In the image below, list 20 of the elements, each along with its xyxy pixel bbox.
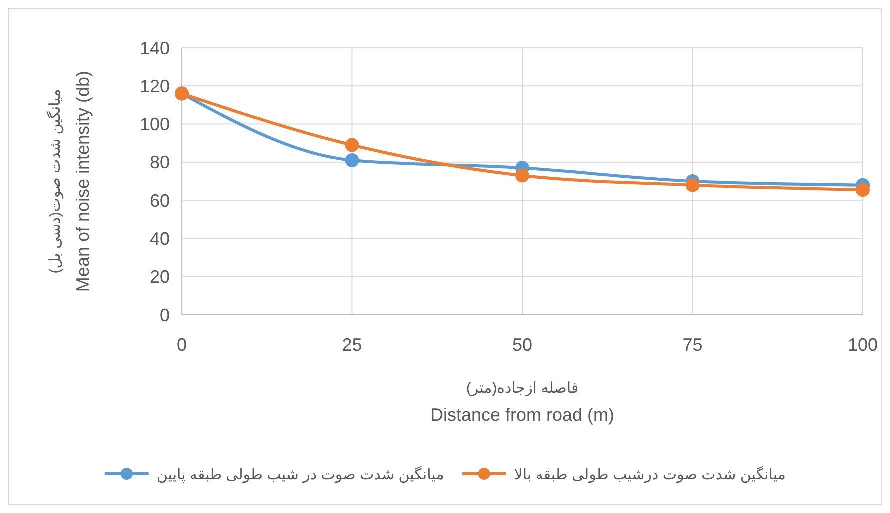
point <box>856 183 870 198</box>
y-tick-label: 100 <box>140 114 170 135</box>
y-tick-label: 60 <box>150 190 170 211</box>
y-tick-label: 80 <box>150 152 170 173</box>
x-tick-label: 50 <box>512 335 533 355</box>
y-tick-label: 20 <box>150 267 170 288</box>
y-tick-label: 140 <box>140 38 170 58</box>
x-tick-label: 100 <box>848 335 878 355</box>
legend-label: میانگین شدت صوت درشیب طولی طبقه بالا <box>514 465 786 484</box>
x-tick-label: 75 <box>682 335 703 355</box>
x-tick-label: 25 <box>342 335 362 355</box>
legend-label: میانگین شدت صوت در شیب طولی طبقه پایین <box>156 465 444 484</box>
point <box>345 154 360 168</box>
point <box>345 138 360 152</box>
y-tick-label: 0 <box>160 305 170 326</box>
x-tick-label: 0 <box>176 335 188 355</box>
y-tick-label: 120 <box>140 76 170 96</box>
y-tick-label: 40 <box>150 229 170 250</box>
point <box>686 178 700 192</box>
point <box>516 168 530 183</box>
